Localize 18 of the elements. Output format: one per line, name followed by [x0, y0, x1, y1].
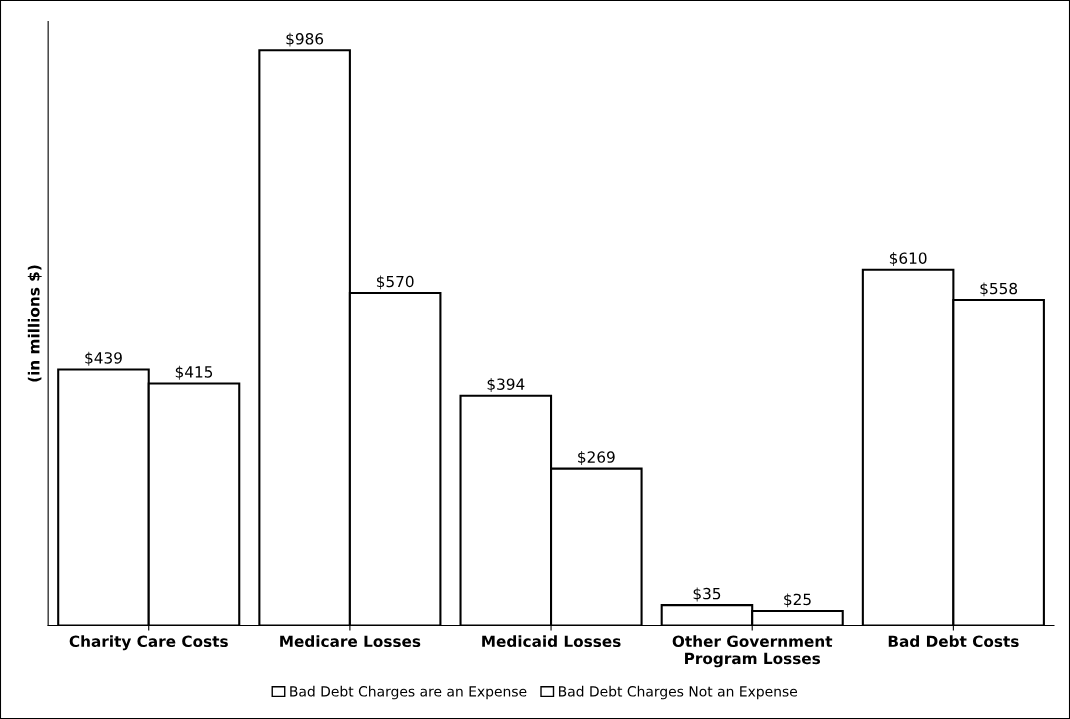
- x-tick-label: Bad Debt Costs: [888, 635, 1019, 648]
- data-label: $439: [85, 351, 122, 366]
- data-label: $558: [980, 282, 1018, 297]
- legend-label: Bad Debt Charges Not an Expense: [559, 685, 798, 700]
- legend-label: Bad Debt Charges are an Expense: [290, 685, 527, 700]
- x-tick-label: Medicare Losses: [280, 635, 421, 648]
- data-label: $986: [286, 32, 324, 47]
- x-tick-label: Medicaid Losses: [482, 635, 621, 648]
- data-label: $415: [175, 365, 213, 380]
- data-label: $269: [578, 451, 615, 465]
- data-label: $25: [784, 593, 811, 608]
- data-label: $570: [376, 275, 414, 290]
- data-label: $394: [487, 378, 525, 392]
- x-tick-label: Charity Care Costs: [69, 635, 228, 651]
- data-label: $610: [889, 252, 927, 266]
- data-label: $35: [693, 587, 721, 602]
- y-axis-title: (in millions $): [27, 265, 42, 382]
- x-tick-label: Other Government Program Losses: [672, 635, 833, 668]
